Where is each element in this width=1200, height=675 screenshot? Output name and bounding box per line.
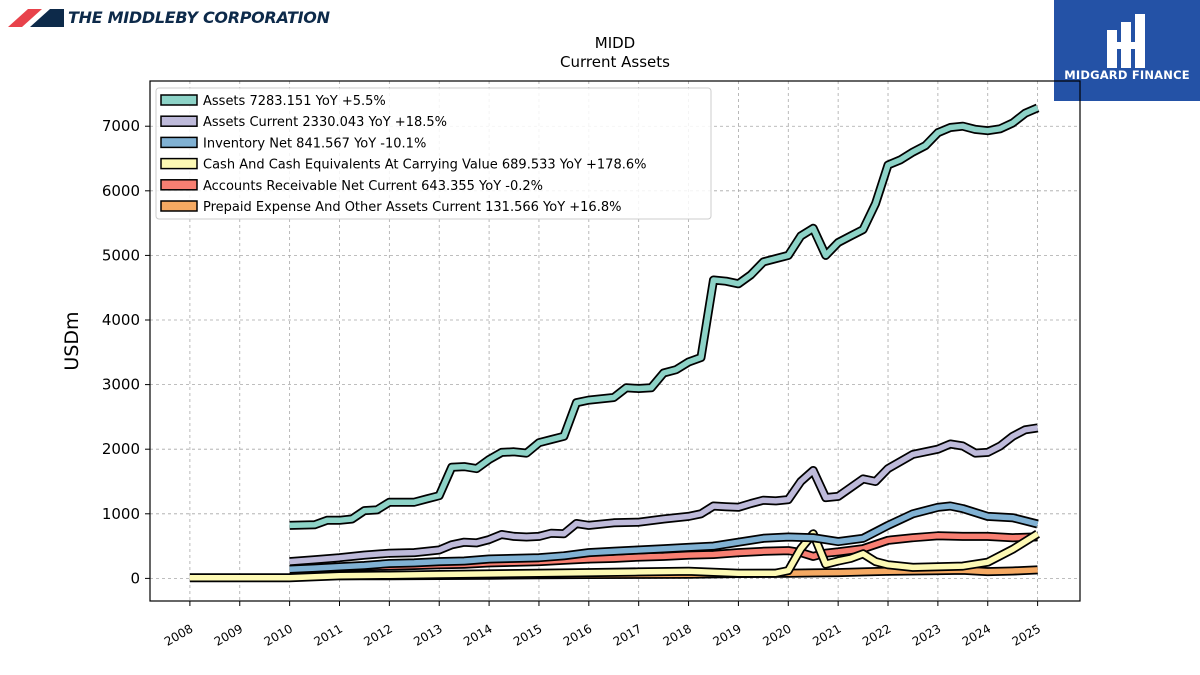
x-tick-label: 2008 <box>162 621 195 648</box>
company-name: THE MIDDLEBY CORPORATION <box>68 7 330 27</box>
y-tick-label: 6000 <box>102 182 140 200</box>
x-tick-label: 2021 <box>810 621 843 648</box>
legend-entry: Cash And Cash Equivalents At Carrying Va… <box>203 158 646 173</box>
x-tick-label: 2009 <box>212 621 245 648</box>
legend-entry: Assets Current 2330.043 YoY +18.5% <box>203 115 447 130</box>
x-tick-label: 2023 <box>910 621 943 648</box>
x-tick-label: 2025 <box>1010 621 1043 648</box>
brand-logo-icon <box>1107 14 1145 68</box>
series-inventory-net <box>289 501 1039 574</box>
chart-title: MIDD <box>595 34 635 52</box>
x-tick-label: 2024 <box>960 621 993 648</box>
x-tick-label: 2014 <box>461 621 494 648</box>
y-axis-label: USDm <box>61 311 83 370</box>
legend-entry: Inventory Net 841.567 YoY -10.1% <box>203 136 426 151</box>
legend-entry: Assets 7283.151 YoY +5.5% <box>203 94 386 109</box>
brand-badge-text: MIDGARD FINANCE <box>1064 68 1190 82</box>
plot-area-frame <box>149 80 1081 602</box>
series-line <box>289 105 1039 529</box>
x-tick-label: 2020 <box>760 621 793 648</box>
legend-swatch <box>160 157 198 170</box>
company-logo: THE MIDDLEBY CORPORATION <box>8 6 330 28</box>
x-tick-label: 2017 <box>611 621 644 648</box>
legend-swatch <box>160 115 198 127</box>
legend-swatch <box>160 200 198 212</box>
y-tick-label: 1000 <box>102 505 140 523</box>
chart-subtitle: Current Assets <box>560 53 670 71</box>
legend-swatch <box>160 179 198 191</box>
x-tick-label: 2016 <box>561 621 594 648</box>
brand-badge: MIDGARD FINANCE <box>1054 0 1200 101</box>
legend-entry: Prepaid Expense And Other Assets Current… <box>203 200 621 215</box>
y-tick-label: 0 <box>130 569 140 587</box>
series-line <box>189 531 1040 581</box>
x-tick-label: 2018 <box>661 621 694 648</box>
x-tick-label: 2022 <box>860 621 893 648</box>
legend-box <box>155 87 712 220</box>
series-assets <box>289 103 1040 530</box>
legend-swatch <box>160 94 198 106</box>
legend-swatch <box>160 136 198 149</box>
series-assets-current <box>289 423 1039 567</box>
series-outline <box>289 423 1039 567</box>
y-tick-label: 4000 <box>102 311 140 329</box>
x-tick-label: 2010 <box>262 621 295 648</box>
x-tick-label: 2011 <box>312 621 345 648</box>
y-tick-label: 5000 <box>102 246 140 264</box>
x-tick-label: 2015 <box>511 621 544 648</box>
x-tick-label: 2012 <box>361 621 394 648</box>
y-tick-label: 3000 <box>102 376 140 394</box>
series-line <box>289 503 1039 573</box>
logo-mark-icon <box>8 9 64 27</box>
x-tick-label: 2019 <box>710 621 743 648</box>
series-line <box>289 425 1039 565</box>
series-lines <box>189 103 1040 583</box>
y-tick-label: 2000 <box>102 440 140 458</box>
series-cash-and-cash-equivalents-at-carrying-value <box>189 529 1040 583</box>
x-tick-label: 2013 <box>411 621 444 648</box>
legend-entry: Accounts Receivable Net Current 643.355 … <box>203 179 543 194</box>
y-tick-label: 7000 <box>102 117 140 135</box>
legend: Assets 7283.151 YoY +5.5% Assets Current … <box>155 87 712 220</box>
